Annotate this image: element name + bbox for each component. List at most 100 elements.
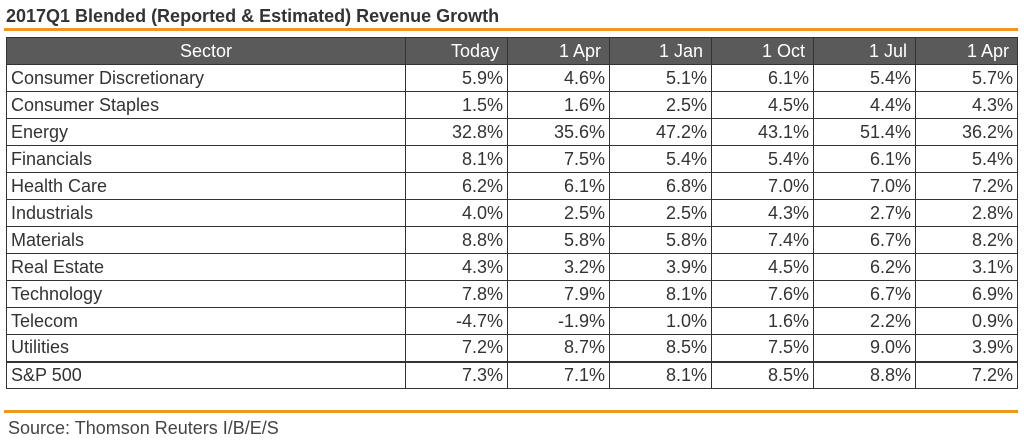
value-cell: 36.2% [915,118,1018,146]
value-cell: 4.5% [711,91,814,119]
column-header-1-jul: 1 Jul [813,37,916,65]
value-cell: 7.1% [507,360,610,389]
value-cell: 8.1% [609,360,712,389]
value-cell: 5.8% [507,226,610,254]
value-cell: 2.7% [813,199,916,227]
value-cell: 8.8% [405,226,508,254]
value-cell: 8.5% [711,360,814,389]
value-cell: 7.0% [711,172,814,200]
value-cell: 6.1% [711,64,814,92]
value-cell: 6.8% [609,172,712,200]
sector-cell: Telecom [6,307,406,335]
table-row: Real Estate 4.3% 3.2% 3.9% 4.5% 6.2% 3.1% [6,253,1018,281]
value-cell: 6.2% [813,253,916,281]
value-cell: 7.3% [405,360,508,389]
value-cell: 8.1% [405,145,508,173]
column-header-1-apr: 1 Apr [507,37,610,65]
value-cell: 7.2% [405,334,508,362]
table-row: Energy 32.8% 35.6% 47.2% 43.1% 51.4% 36.2% [6,118,1018,146]
sector-cell: Technology [6,280,406,308]
value-cell: 3.9% [915,334,1018,362]
value-cell: 6.1% [507,172,610,200]
value-cell: 5.4% [915,145,1018,173]
value-cell: 6.1% [813,145,916,173]
value-cell: -1.9% [507,307,610,335]
value-cell: 8.8% [813,360,916,389]
value-cell: -4.7% [405,307,508,335]
revenue-growth-table: Sector Today 1 Apr 1 Jan 1 Oct 1 Jul 1 A… [6,37,1018,389]
value-cell: 47.2% [609,118,712,146]
column-header-sector: Sector [6,37,406,65]
value-cell: 7.4% [711,226,814,254]
value-cell: 3.2% [507,253,610,281]
value-cell: 7.5% [711,334,814,362]
value-cell: 5.4% [813,64,916,92]
value-cell: 1.6% [507,91,610,119]
value-cell: 5.4% [711,145,814,173]
value-cell: 7.5% [507,145,610,173]
value-cell: 3.9% [609,253,712,281]
table-row: Consumer Staples 1.5% 1.6% 2.5% 4.5% 4.4% 4.3% [6,91,1018,119]
sector-cell: Materials [6,226,406,254]
value-cell: 4.4% [813,91,916,119]
value-cell: 5.4% [609,145,712,173]
value-cell: 6.9% [915,280,1018,308]
value-cell: 8.7% [507,334,610,362]
value-cell: 4.3% [915,91,1018,119]
sector-cell: Energy [6,118,406,146]
value-cell: 1.5% [405,91,508,119]
value-cell: 5.1% [609,64,712,92]
value-cell: 2.5% [609,91,712,119]
value-cell: 7.0% [813,172,916,200]
sector-cell: Health Care [6,172,406,200]
value-cell: 7.2% [915,172,1018,200]
source-note: Source: Thomson Reuters I/B/E/S [8,418,279,438]
value-cell: 7.8% [405,280,508,308]
value-cell: 5.8% [609,226,712,254]
value-cell: 32.8% [405,118,508,146]
table-row: Telecom -4.7% -1.9% 1.0% 1.6% 2.2% 0.9% [6,307,1018,335]
table-row: Health Care 6.2% 6.1% 6.8% 7.0% 7.0% 7.2% [6,172,1018,200]
bottom-accent-rule [4,410,1018,413]
value-cell: 4.6% [507,64,610,92]
table-row: Materials 8.8% 5.8% 5.8% 7.4% 6.7% 8.2% [6,226,1018,254]
value-cell: 1.0% [609,307,712,335]
sector-cell: Consumer Discretionary [6,64,406,92]
value-cell: 6.7% [813,280,916,308]
table-body: Consumer Discretionary 5.9% 4.6% 5.1% 6.1% 5.… [6,64,1018,389]
sector-cell: Consumer Staples [6,91,406,119]
table-row: Consumer Discretionary 5.9% 4.6% 5.1% 6.1% 5.… [6,64,1018,92]
sector-cell: Industrials [6,199,406,227]
top-accent-rule [4,28,1018,31]
value-cell: 4.3% [711,199,814,227]
value-cell: 6.7% [813,226,916,254]
column-header-today: Today [405,37,508,65]
value-cell: 0.9% [915,307,1018,335]
sector-cell: Real Estate [6,253,406,281]
value-cell: 2.5% [609,199,712,227]
table-row: Financials 8.1% 7.5% 5.4% 5.4% 6.1% 5.4% [6,145,1018,173]
sector-cell: S&P 500 [6,360,406,389]
table-total-row: S&P 500 7.3% 7.1% 8.1% 8.5% 8.8% 7.2% [6,360,1018,389]
page-title: 2017Q1 Blended (Reported & Estimated) Re… [6,6,500,26]
value-cell: 8.5% [609,334,712,362]
value-cell: 7.9% [507,280,610,308]
column-header-1-oct: 1 Oct [711,37,814,65]
value-cell: 3.1% [915,253,1018,281]
value-cell: 7.2% [915,360,1018,389]
value-cell: 5.9% [405,64,508,92]
value-cell: 5.7% [915,64,1018,92]
value-cell: 9.0% [813,334,916,362]
value-cell: 35.6% [507,118,610,146]
value-cell: 4.0% [405,199,508,227]
sector-cell: Financials [6,145,406,173]
value-cell: 51.4% [813,118,916,146]
value-cell: 8.1% [609,280,712,308]
column-header-1-apr-prior: 1 Apr [915,37,1018,65]
value-cell: 2.5% [507,199,610,227]
value-cell: 1.6% [711,307,814,335]
value-cell: 2.2% [813,307,916,335]
value-cell: 4.3% [405,253,508,281]
value-cell: 4.5% [711,253,814,281]
table-row: Industrials 4.0% 2.5% 2.5% 4.3% 2.7% 2.8% [6,199,1018,227]
